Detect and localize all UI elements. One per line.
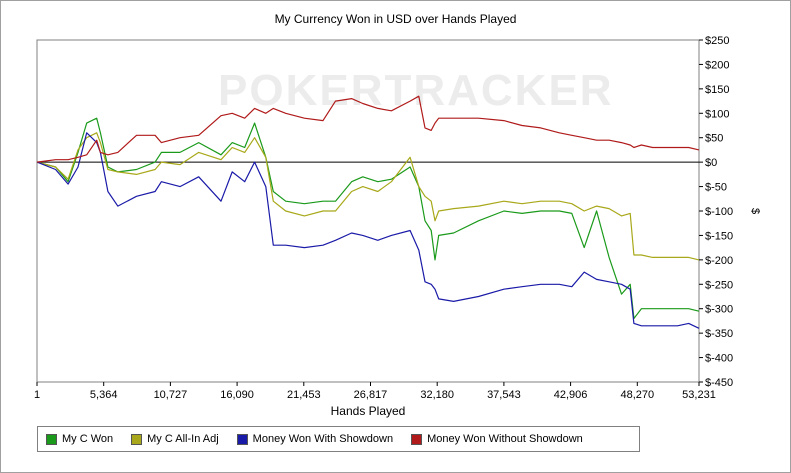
x-tick-label: 10,727 [154, 389, 188, 401]
x-tick-label: 21,453 [287, 389, 321, 401]
series-line-3 [36, 95, 700, 163]
x-tick-label: 32,180 [420, 389, 454, 401]
legend-label: My C All-In Adj [147, 433, 219, 445]
x-tick-label: 5,364 [90, 389, 118, 401]
y-tick-label: $-400 [705, 353, 733, 365]
legend-swatch [411, 433, 423, 445]
y-tick-label: $-100 [705, 206, 733, 218]
series-group [36, 95, 700, 329]
series-line-2 [36, 132, 700, 329]
x-tick-label: 48,270 [620, 389, 654, 401]
y-tick-label: $-50 [705, 182, 727, 194]
y-tick-label: $150 [705, 84, 729, 96]
y-tick-label: $50 [705, 133, 723, 145]
y-tick-label: $-250 [705, 279, 733, 291]
watermark-logo: POKERTRACKER [218, 66, 614, 115]
legend-swatch [236, 433, 248, 445]
y-tick-label: $100 [705, 108, 729, 120]
legend-label: My C Won [62, 433, 114, 445]
y-tick-label: $-150 [705, 230, 733, 242]
y-tick-label: $-200 [705, 255, 733, 267]
y-tick-label: $-350 [705, 328, 733, 340]
x-tick-label: 16,090 [220, 389, 254, 401]
y-tick-label: $-300 [705, 304, 733, 316]
y-tick-label: $-450 [705, 377, 733, 389]
legend-swatch [131, 433, 143, 445]
x-tick-label: 26,817 [354, 389, 388, 401]
y-axis-label: $ [749, 207, 762, 215]
y-tick-label: $250 [705, 35, 729, 47]
x-axis-label: Hands Played [330, 404, 406, 418]
series-line-0 [36, 117, 700, 320]
y-tick-label: $0 [705, 157, 717, 169]
legend-item-money-won-without-showdown: Money Won Without Showdown [411, 433, 583, 445]
legend-label: Money Won With Showdown [252, 433, 394, 445]
legend-label: Money Won Without Showdown [427, 433, 583, 445]
y-tick-label: $200 [705, 59, 729, 71]
chart-title: My Currency Won in USD over Hands Played [274, 12, 517, 26]
x-tick-label: 42,906 [554, 389, 588, 401]
series-line-1 [36, 132, 700, 261]
x-tick-label: 53,231 [682, 389, 716, 401]
x-tick-label: 37,543 [487, 389, 521, 401]
x-ticks-group: 1 5,364 10,727 16,090 21,453 26,817 32,180 37,5… [34, 382, 716, 401]
legend-item-my-c-all-in-adj: My C All-In Adj [131, 433, 219, 445]
legend: My C Won My C All-In Adj Money Won With … [37, 426, 640, 452]
legend-item-my-c-won: My C Won [46, 433, 113, 445]
x-tick-label: 1 [34, 389, 40, 401]
y-ticks-group: $250 $200 $150 $100 $50 $0 $-50 $-100 $-150 $-200… [699, 35, 733, 389]
plot-area [36, 39, 700, 383]
legend-item-money-won-with-showdown: Money Won With Showdown [236, 433, 394, 445]
legend-swatch [46, 433, 57, 445]
